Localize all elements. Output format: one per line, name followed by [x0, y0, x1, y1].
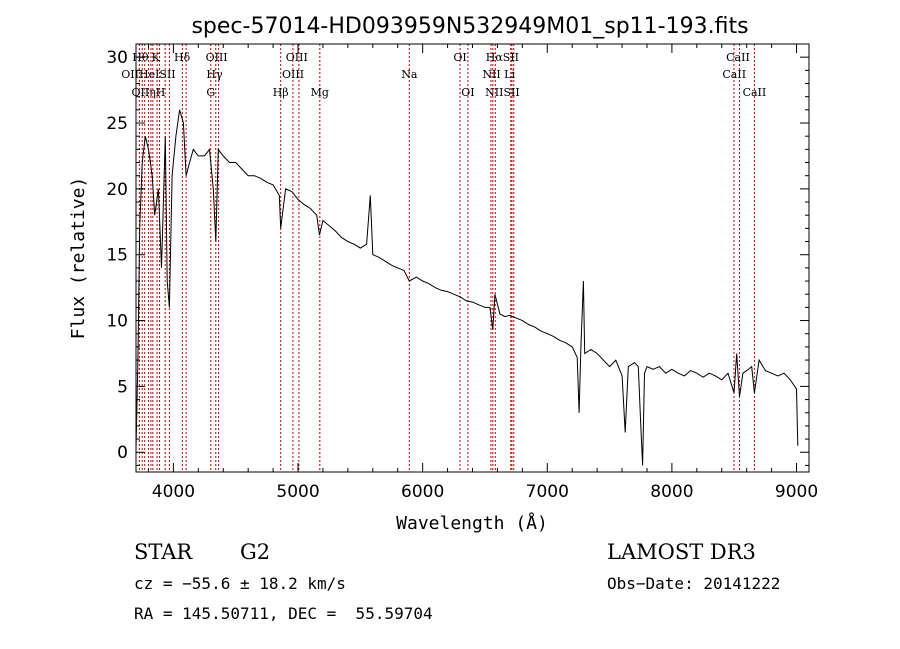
x-tick-label-4: 8000: [650, 482, 693, 502]
x-tick-label-3: 7000: [526, 482, 569, 502]
coordinates: RA = 145.50711, DEC = 55.59704: [134, 604, 433, 623]
chart-title: spec-57014-HD093959N532949M01_sp11-193.f…: [191, 14, 748, 39]
line-label-19: NIISII: [485, 86, 520, 99]
line-label-13: CaII: [722, 68, 746, 81]
line-label-12: NII Li: [482, 68, 515, 81]
object-subclass: G2: [240, 540, 271, 564]
y-tick-label-5: 25: [106, 114, 128, 134]
line-label-6: HαSII: [486, 51, 519, 64]
observation-date: Obs−Date: 20141222: [607, 574, 781, 593]
line-label-3: OIII: [206, 51, 228, 64]
x-axis-ticks: 4000 5000 6000 7000 8000 9000: [147, 44, 818, 502]
line-label-2: Hδ: [174, 51, 191, 64]
line-label-11: Na: [401, 68, 418, 81]
x-tick-label-5: 9000: [775, 482, 818, 502]
x-tick-label-1: 5000: [276, 482, 319, 502]
redshift-cz: cz = −55.6 ± 18.2 km/s: [134, 574, 346, 593]
spectrum-line: [135, 109, 799, 466]
line-label-1: K: [152, 51, 161, 64]
survey-name: LAMOST DR3: [607, 540, 756, 564]
y-tick-label-2: 10: [106, 312, 128, 332]
line-label-14: OIIηH: [132, 86, 166, 99]
line-label-17: Mg: [311, 86, 329, 99]
line-label-16: Hβ: [273, 86, 289, 99]
x-tick-label-2: 6000: [401, 482, 444, 502]
line-label-8: OIIHeISII: [121, 68, 175, 81]
line-label-4: OIII: [286, 51, 308, 64]
line-label-10: OIII: [282, 68, 304, 81]
line-label-18: OI: [461, 86, 474, 99]
y-axis-label: Flux (relative): [68, 177, 89, 340]
y-tick-label-6: 30: [106, 48, 128, 68]
line-label-7: CaII: [726, 51, 750, 64]
y-tick-label-4: 20: [106, 180, 128, 200]
plot-frame: [135, 43, 810, 473]
line-label-20: CaII: [743, 86, 767, 99]
line-label-9: Hγ: [206, 68, 223, 81]
emission-line-markers: [138, 44, 755, 472]
y-tick-label-0: 0: [117, 443, 128, 463]
y-axis-ticks: 0 5 10 15 20 25 30: [106, 48, 809, 466]
object-class: STAR: [134, 540, 193, 564]
line-label-15: G: [206, 86, 215, 99]
line-label-5: OI: [453, 51, 466, 64]
y-tick-label-1: 5: [117, 377, 128, 397]
y-tick-label-3: 15: [106, 246, 128, 266]
x-axis-label: Wavelength (Å): [396, 512, 548, 534]
x-tick-label-0: 4000: [152, 482, 195, 502]
